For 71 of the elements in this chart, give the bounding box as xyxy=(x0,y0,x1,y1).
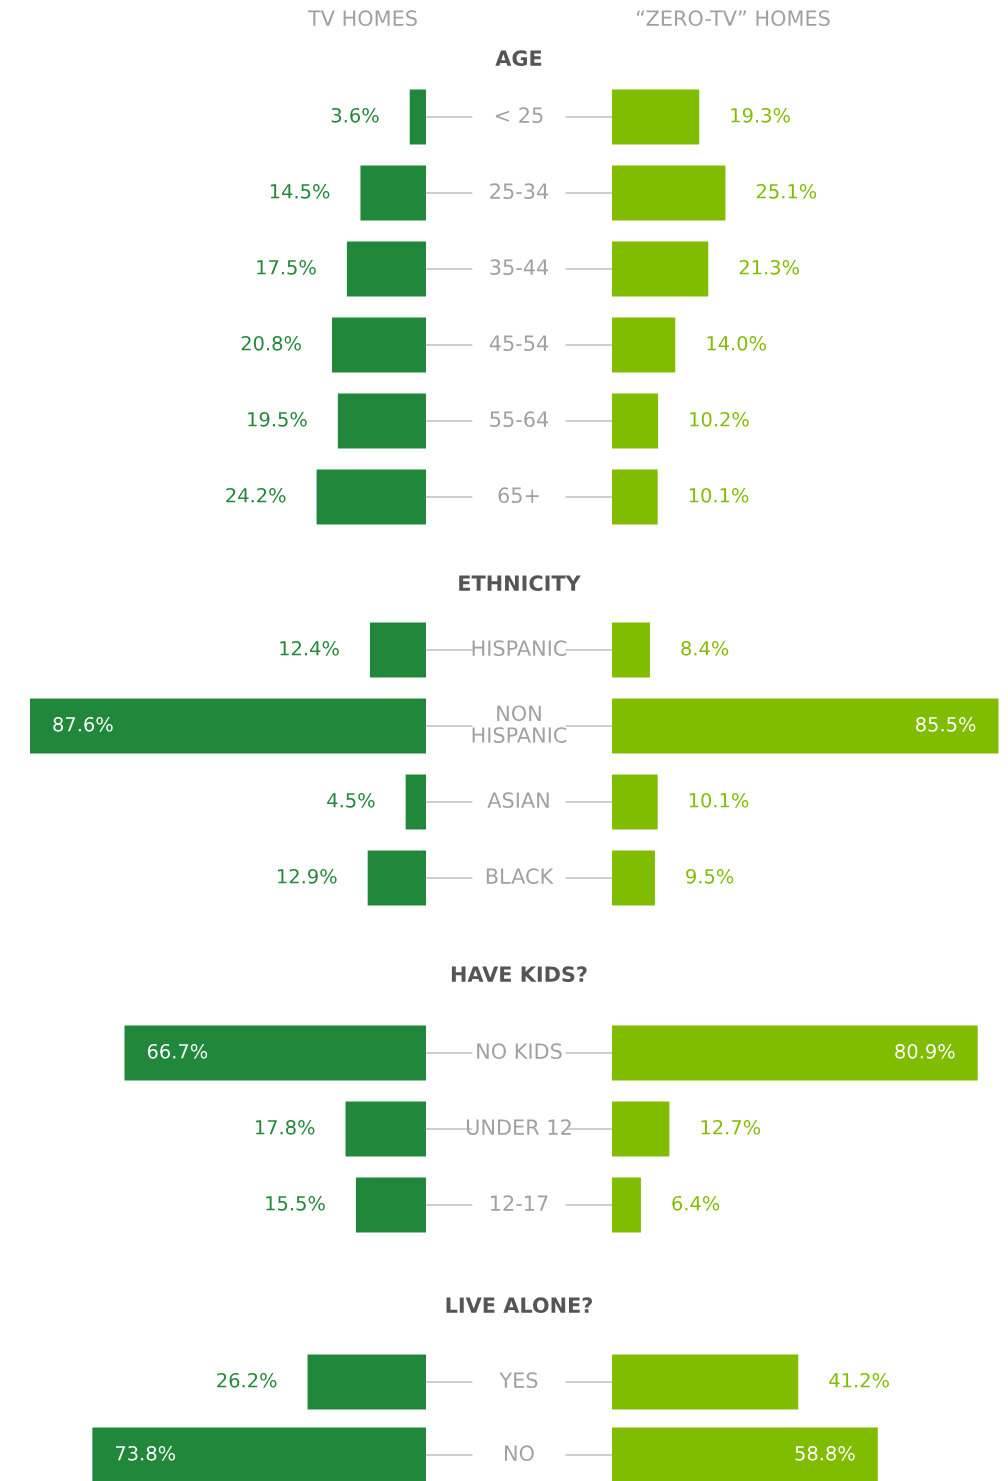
bar xyxy=(612,165,726,221)
data-label: 87.6% xyxy=(53,716,113,732)
y-tick-label: ASIAN xyxy=(487,792,549,809)
data-label: 80.9% xyxy=(895,1043,955,1059)
bar xyxy=(316,469,426,525)
data-label: 10.1% xyxy=(689,487,749,503)
data-label: 19.5% xyxy=(248,411,307,427)
y-tick-label: YES xyxy=(499,1372,538,1389)
data-label: 14.5% xyxy=(270,183,330,199)
data-label: 17.5% xyxy=(257,259,316,275)
data-label: 19.3% xyxy=(731,107,790,123)
text: LIVE ALONE? xyxy=(446,1297,593,1314)
bar xyxy=(360,165,426,221)
bar xyxy=(367,850,426,906)
bar xyxy=(337,393,426,449)
y-tick-label: 55-64 xyxy=(490,411,549,428)
y-tick-label: 65+ xyxy=(498,487,539,504)
data-label: 12.4% xyxy=(280,640,339,656)
bar xyxy=(331,317,426,373)
y-tick-label: NO KIDS xyxy=(477,1043,562,1060)
y-tick-label: 25-34 xyxy=(490,183,549,200)
data-label: 73.8% xyxy=(115,1445,176,1461)
data-label: 66.7% xyxy=(147,1043,208,1059)
bar xyxy=(612,89,700,145)
y-tick-label: UNDER 12 xyxy=(466,1119,571,1136)
bar xyxy=(612,698,999,754)
data-label: 25.1% xyxy=(756,183,817,199)
data-label: 24.2% xyxy=(226,487,286,503)
y-tick-label: BLACK xyxy=(486,868,554,885)
text: AGE xyxy=(495,50,542,67)
data-label: 12.7% xyxy=(701,1119,761,1135)
data-label: 41.2% xyxy=(829,1372,889,1388)
bar xyxy=(612,469,658,525)
text: ETHNICITY xyxy=(459,575,581,592)
data-label: 6.4% xyxy=(672,1195,720,1211)
y-tick-label: NON HISPANIC xyxy=(472,705,567,743)
y-tick-label: < 25 xyxy=(495,107,543,124)
y-tick-label: HISPANIC xyxy=(472,640,567,657)
text: HAVE KIDS? xyxy=(451,966,587,983)
bar xyxy=(346,241,426,297)
data-label: 10.1% xyxy=(689,792,749,808)
y-tick-label: 35-44 xyxy=(490,259,549,276)
data-label: 58.8% xyxy=(795,1445,855,1461)
data-label: 10.2% xyxy=(690,411,749,427)
bar xyxy=(30,698,426,754)
bar xyxy=(405,774,426,830)
data-label: 12.9% xyxy=(278,868,337,884)
data-label: 15.5% xyxy=(266,1195,325,1211)
bar xyxy=(612,774,658,830)
data-label: 14.0% xyxy=(707,335,766,351)
bar xyxy=(612,317,676,373)
data-label: 85.5% xyxy=(916,716,976,732)
data-label: 3.6% xyxy=(331,107,379,123)
bar xyxy=(612,241,709,297)
y-tick-label: NO xyxy=(505,1445,534,1462)
bar xyxy=(409,89,426,145)
data-label: 20.8% xyxy=(241,335,301,351)
text: TV HOMES xyxy=(307,10,417,27)
bar xyxy=(612,622,650,678)
bar xyxy=(612,850,655,906)
data-label: 26.2% xyxy=(217,1372,277,1388)
bar xyxy=(612,393,659,449)
data-label: 8.4% xyxy=(681,640,729,656)
y-tick-label: 45-54 xyxy=(489,335,549,352)
text: “ZERO-TV” HOMES xyxy=(636,10,830,27)
data-label: 9.5% xyxy=(686,868,734,884)
data-label: 4.5% xyxy=(327,792,375,808)
data-label: 17.8% xyxy=(255,1119,315,1135)
bar xyxy=(369,622,426,678)
data-label: 21.3% xyxy=(739,259,799,275)
y-tick-label: 12-17 xyxy=(491,1195,548,1211)
